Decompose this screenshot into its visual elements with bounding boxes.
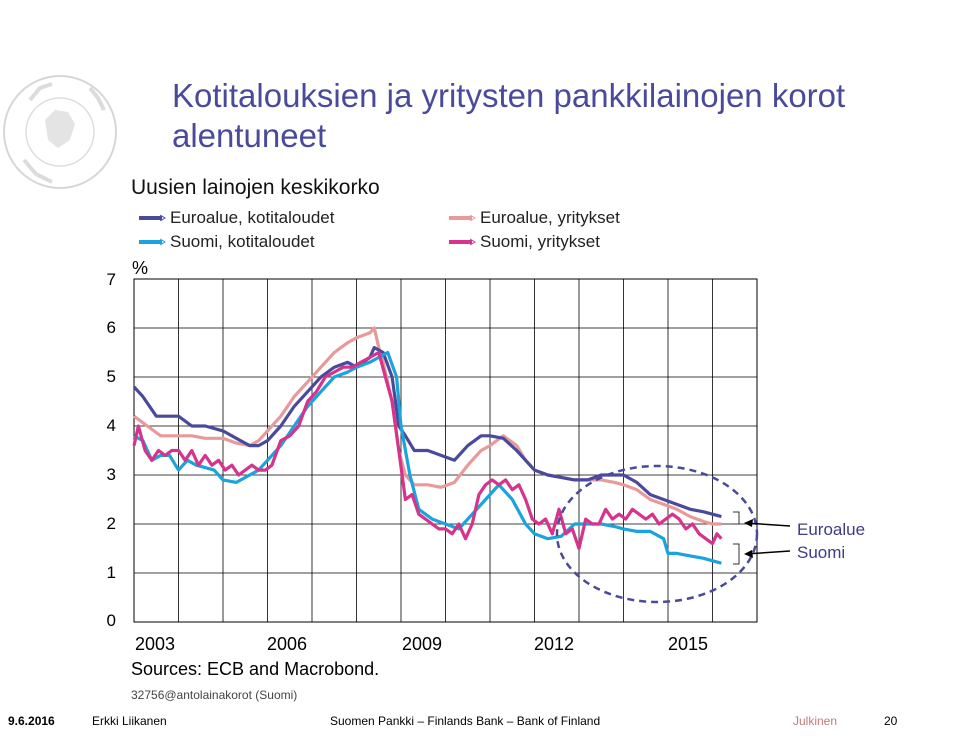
footer-classification: Julkinen [793,714,838,728]
x-tick-label: 2003 [134,634,176,654]
arrow-suomi [745,550,791,555]
legend-item-fin-households: Suomi, kotitaloudet [138,232,315,252]
legend-swatch-euro-companies [449,214,476,222]
legend-item-fin-companies: Suomi, yritykset [448,232,600,252]
slide-title: Kotitalouksien ja yritysten pankkilainoj… [172,77,846,154]
x-tick-label: 2015 [667,634,709,654]
series-line-euro_companies [133,326,722,526]
y-tick-label: 4 [106,416,116,435]
chart-subtitle: Uusien lainojen keskikorko [131,176,380,199]
legend-swatch-euro-households [139,214,166,222]
y-tick-label: 6 [106,318,116,337]
bank-seal-logo [3,75,117,189]
slide-footer: 9.6.2016 Erkki Liikanen Suomen Pankki – … [0,712,960,736]
legend-label: Euroalue, kotitaloudet [170,208,335,227]
chart-grid [133,278,758,623]
legend-swatch-fin-households [139,238,166,246]
series-line-fin_households [133,350,722,565]
right-label-euroalue: Euroalue [797,520,866,539]
legend-label: Suomi, yritykset [480,232,600,251]
chart-annotations [555,464,791,604]
highlight-ellipse [555,464,759,604]
bracket-suomi [733,543,740,565]
sources-note: Sources: ECB and Macrobond. [131,659,380,679]
legend-item-euro-households: Euroalue, kotitaloudet [138,208,334,228]
arrowhead-suomi [744,550,753,558]
footer-author: Erkki Liikanen [92,714,167,728]
arrow-euroalue [745,522,791,527]
footer-organization: Suomen Pankki – Finlands Bank – Bank of … [330,714,601,728]
x-tick-label: 2009 [401,634,443,654]
footer-date: 9.6.2016 [8,714,55,728]
footer-page-number: 20 [884,714,898,728]
y-tick-label: 1 [106,563,116,582]
legend-label: Euroalue, yritykset [480,208,620,227]
y-tick-label: 7 [106,270,116,289]
y-unit-label: % [132,258,149,278]
x-tick-label: 2012 [533,634,575,654]
y-tick-label: 5 [106,367,116,386]
chart-code: 32756@antolainakorot (Suomi) [131,688,298,702]
y-tick-label: 0 [106,611,116,630]
right-label-suomi: Suomi [797,543,846,562]
line-chart [132,278,791,623]
chart-series [132,326,723,565]
series-line-euro_households [132,346,722,519]
legend-item-euro-companies: Euroalue, yritykset [448,208,620,228]
y-tick-label: 3 [106,465,116,484]
legend-label: Suomi, kotitaloudet [170,232,315,251]
bracket-euroalue [733,511,740,525]
y-tick-label: 2 [106,514,116,533]
arrowhead-euroalue [744,519,753,527]
series-line-fin_companies [132,350,723,551]
x-tick-label: 2006 [266,634,308,654]
legend-swatch-fin-companies [449,238,476,246]
